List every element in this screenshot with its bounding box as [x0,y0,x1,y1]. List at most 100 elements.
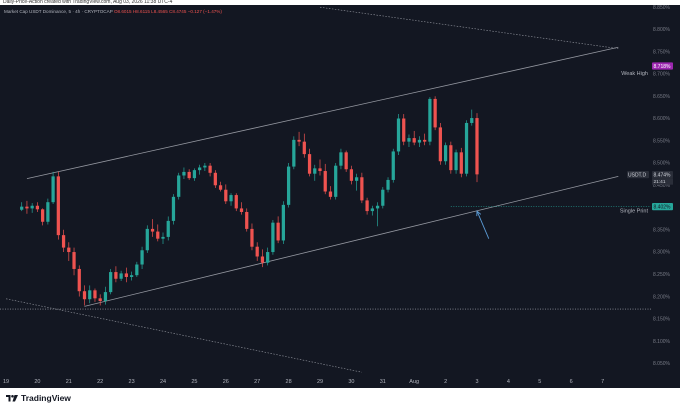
candle-body [124,273,128,277]
candle-body [449,145,453,171]
candle-body [307,154,312,174]
candle-body [156,231,160,239]
candle-body [349,169,354,181]
candle-body [88,290,92,300]
candle-body [428,98,432,142]
outer-bottom-dotted-line [5,298,362,373]
chart-header: Market Cap USDT Dominance, 5 · 4h · CRYP… [4,8,222,16]
y-tick-label: 8.850% [653,5,671,11]
annotation-arrow-head [476,210,482,217]
candle-body [365,200,369,212]
candle-body [198,167,202,171]
x-tick-label: 21 [66,379,72,385]
candle-body [208,165,212,173]
symbol-title: Market Cap USDT Dominance, 5 · 4h · CRYP… [4,9,113,14]
candle-body [396,118,401,152]
candle-body [386,179,390,190]
symbol-tag: USDT.D [628,172,646,178]
candle-body [192,170,197,179]
last-price-tag-countdown: 21:41 [654,179,666,185]
x-tick-label: 29 [317,379,323,385]
x-tick-label: 26 [223,379,229,385]
candle-body [459,152,463,174]
candle-body [475,118,479,175]
candle-body [98,298,102,302]
outer-top-dotted-line [319,6,619,49]
candle-body [260,256,265,263]
candle-body [77,268,81,292]
single-print-price-tag-bg [652,203,673,211]
candle-body [286,166,291,205]
y-tick-label: 8.650% [653,94,671,100]
candle-body [402,118,406,142]
candle-body [150,228,155,232]
candle-body [375,205,380,209]
candle-body [281,204,285,241]
y-tick-label: 8.350% [653,227,671,233]
candle-body [323,171,327,192]
candle-body [334,165,338,197]
candle-body [417,139,422,143]
candle-body [245,211,249,229]
candle-body [271,222,275,253]
candle-body [119,273,123,279]
last-price-tag-extra-bg [652,178,673,185]
last-price-tag: 8.474% [654,172,672,178]
candle-body [177,175,181,197]
y-tick-label: 8.250% [653,272,671,278]
watermark-text: Daily-Price-Action created with TradingV… [0,0,680,5]
x-tick-label: 20 [34,379,40,385]
y-tick-label: 8.550% [653,138,671,144]
candle-body [187,171,191,179]
candle-body [344,152,348,170]
x-tick-label: 30 [348,379,354,385]
chart-area[interactable]: 8.850% 8.800% 8.750% 8.700% 8.650% 8.600% 8.55… [0,5,680,388]
y-tick-label: 8.200% [653,294,671,300]
candle-body [140,250,144,265]
x-tick-label: 25 [191,379,197,385]
candle-body [318,168,322,172]
candle-body [433,98,437,128]
x-tick-label: 28 [286,379,292,385]
candle-body [328,191,333,197]
candle-body [166,220,170,237]
candle-body [224,189,228,202]
x-tick-label: 2 [444,379,447,385]
y-tick-label: 8.300% [653,250,671,256]
candle-body [30,205,34,209]
y-tick-label: 8.450% [653,183,671,189]
single-print-price-tag: 8.402% [654,204,672,210]
annotation-arrow-shaft [476,210,490,239]
candle-body [67,247,71,253]
candle-body [464,122,469,174]
x-tick-label: 3 [475,379,478,385]
candle-body [41,209,45,222]
price-chart[interactable]: 8.850% 8.800% 8.750% 8.700% 8.650% 8.600% 8.55… [0,5,680,388]
candle-body [61,235,66,248]
tradingview-icon [6,394,18,401]
candle-body [56,176,60,236]
candle-body [412,138,416,143]
candle-body [145,228,149,251]
candle-body [135,264,139,276]
candle-body [213,172,217,186]
brand-name: TradingView [21,392,71,403]
channel-upper-line [26,46,619,179]
x-tick-label: Aug [409,379,419,385]
last-price-tag-bg [652,170,673,179]
x-tick-label: 7 [601,379,604,385]
candle-body [313,168,317,174]
candle-body [470,118,474,123]
tradingview-logo[interactable]: TradingView [6,391,71,404]
candle-body [423,139,427,142]
candle-body [297,139,301,142]
x-tick-label: 22 [97,379,103,385]
x-tick-label: 27 [254,379,260,385]
x-tick-label: 24 [160,379,166,385]
candle-body [25,206,29,209]
candle-body [239,208,244,212]
candle-body [302,141,306,155]
candle-body [339,152,343,166]
candle-body [454,152,458,171]
y-tick-label: 8.750% [653,49,671,55]
